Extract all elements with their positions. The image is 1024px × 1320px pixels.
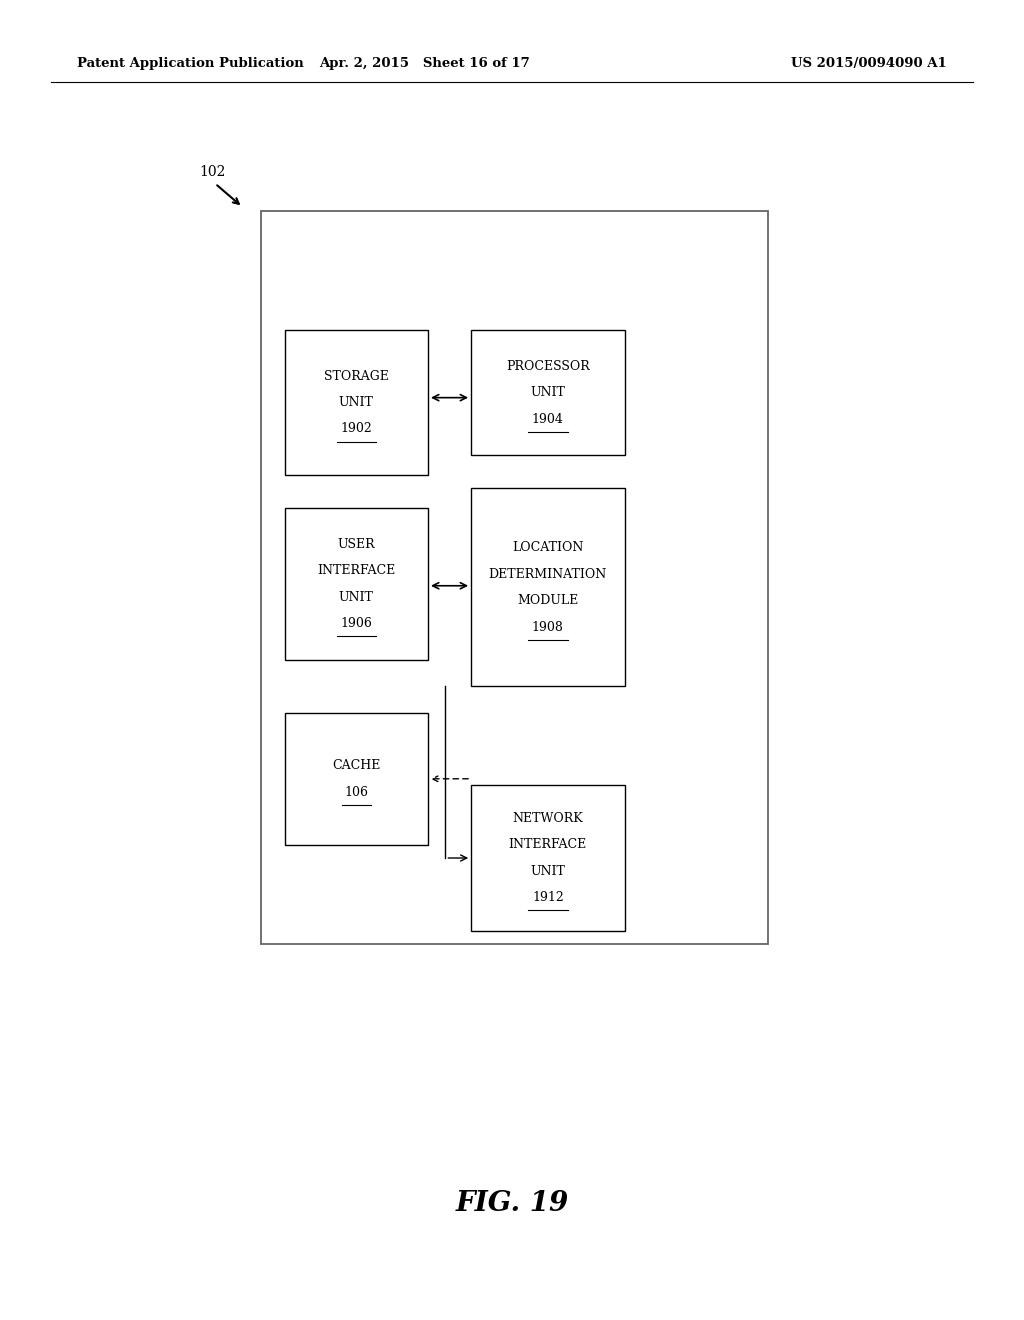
Text: NETWORK: NETWORK <box>512 812 584 825</box>
Text: LOCATION: LOCATION <box>512 541 584 554</box>
Bar <box>285 330 428 475</box>
Text: 1908: 1908 <box>531 620 564 634</box>
Text: INTERFACE: INTERFACE <box>317 565 395 577</box>
Text: DETERMINATION: DETERMINATION <box>488 568 607 581</box>
Text: UNIT: UNIT <box>339 591 374 603</box>
Text: PROCESSOR: PROCESSOR <box>506 360 590 372</box>
Text: USER: USER <box>338 539 375 550</box>
Text: 102: 102 <box>200 165 226 178</box>
Text: 106: 106 <box>344 785 369 799</box>
Text: 1904: 1904 <box>531 413 564 425</box>
Text: UNIT: UNIT <box>530 387 565 399</box>
Text: UNIT: UNIT <box>339 396 374 409</box>
Text: MODULE: MODULE <box>517 594 579 607</box>
Bar <box>285 508 428 660</box>
Text: US 2015/0094090 A1: US 2015/0094090 A1 <box>792 57 947 70</box>
Bar <box>261 211 768 944</box>
Text: Apr. 2, 2015   Sheet 16 of 17: Apr. 2, 2015 Sheet 16 of 17 <box>319 57 530 70</box>
Text: 1902: 1902 <box>340 422 373 436</box>
Text: UNIT: UNIT <box>530 865 565 878</box>
Bar <box>471 488 625 686</box>
Bar <box>471 785 625 931</box>
Text: 1912: 1912 <box>531 891 564 904</box>
Bar <box>285 713 428 845</box>
Text: STORAGE: STORAGE <box>324 370 389 383</box>
Text: Patent Application Publication: Patent Application Publication <box>77 57 303 70</box>
Text: CACHE: CACHE <box>332 759 381 772</box>
Text: FIG. 19: FIG. 19 <box>456 1191 568 1217</box>
Text: 1906: 1906 <box>340 618 373 630</box>
Bar <box>471 330 625 455</box>
Text: INTERFACE: INTERFACE <box>509 838 587 851</box>
